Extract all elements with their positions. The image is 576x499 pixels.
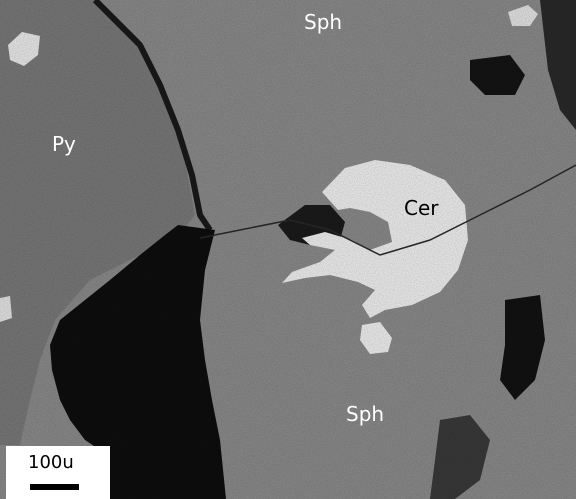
label-py: Py (52, 132, 76, 156)
label-sph-top: Sph (304, 10, 343, 34)
scale-bar-label: 100u (28, 452, 74, 473)
scale-bar-box: 100u (6, 446, 110, 499)
label-sph-bottom: Sph (346, 402, 385, 426)
label-cer: Cer (404, 196, 439, 220)
scale-bar (30, 484, 79, 490)
